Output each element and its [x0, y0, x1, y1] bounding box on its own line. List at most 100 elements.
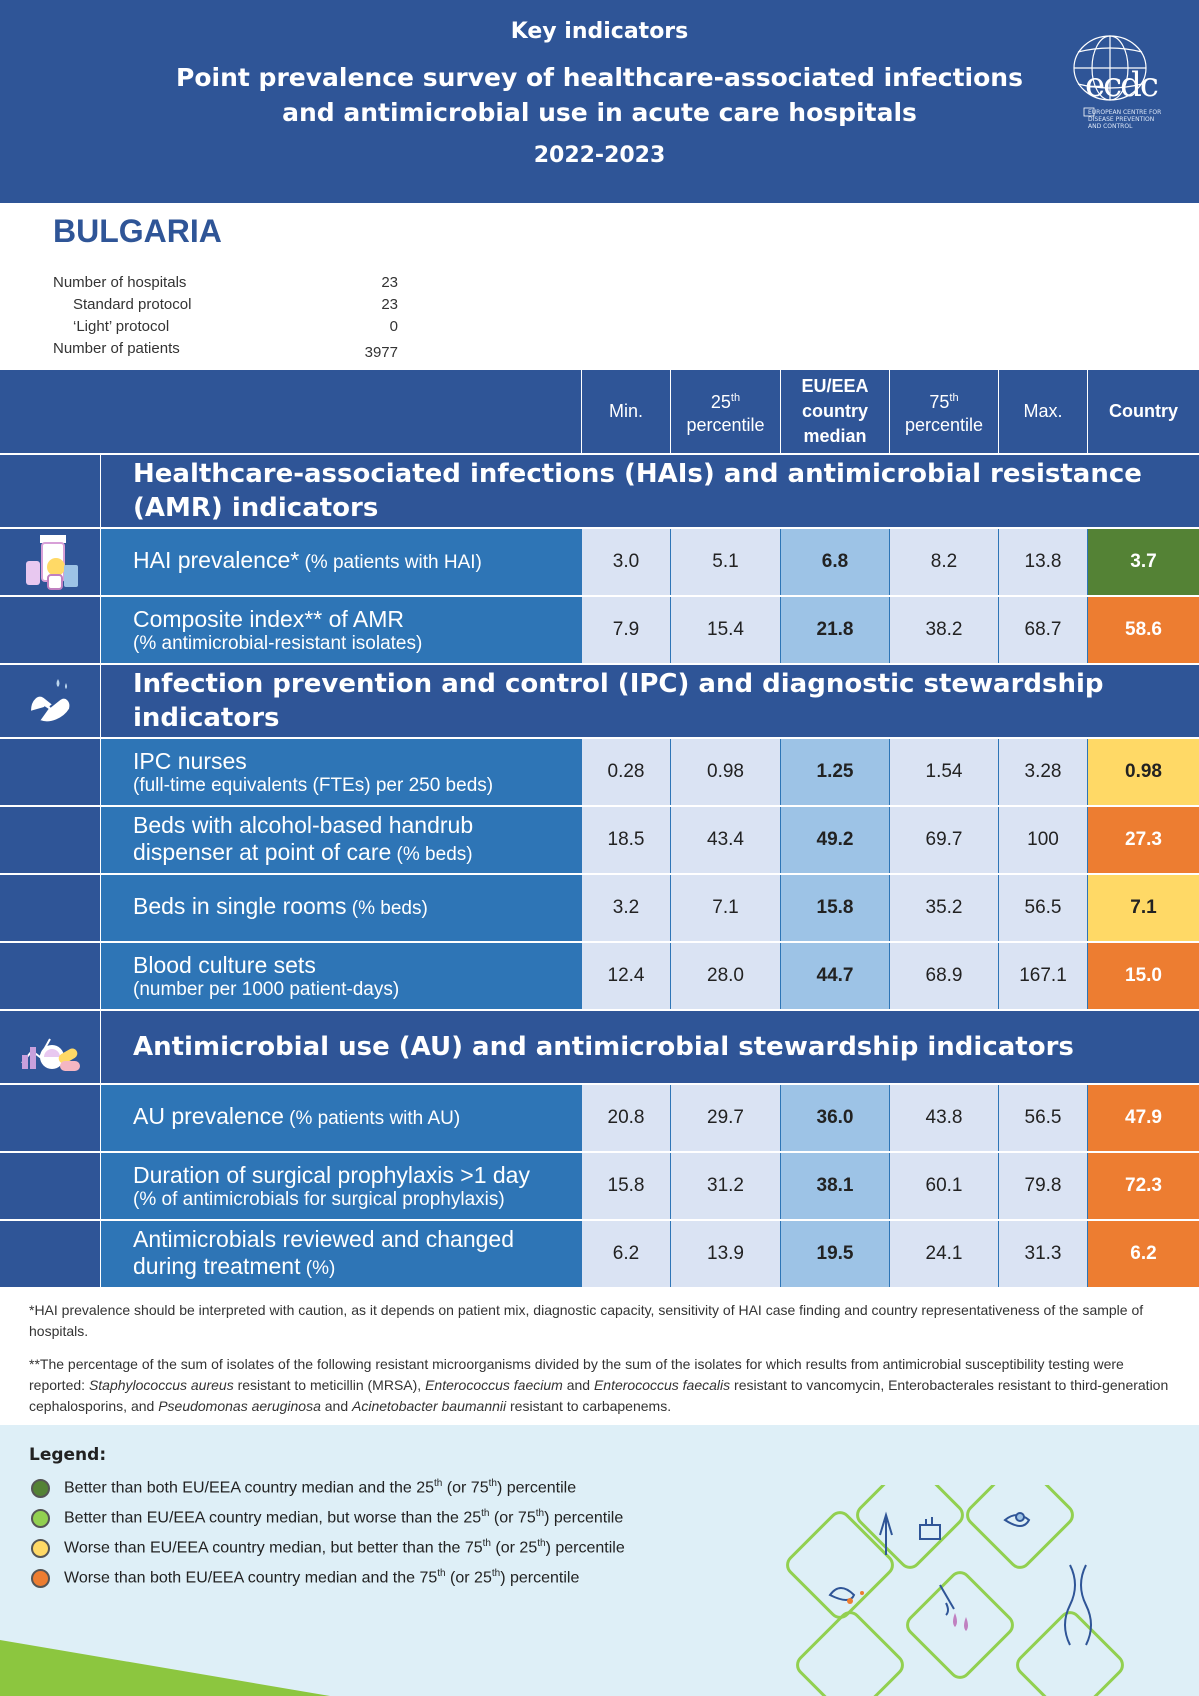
- legend-item: Worse than both EU/EEA country median an…: [31, 1568, 579, 1588]
- col-p75: 75th percentile: [890, 370, 998, 453]
- cell-min: 0.28: [582, 739, 670, 805]
- cell-min: 6.2: [582, 1221, 670, 1287]
- legend-dot-yellow: [31, 1538, 50, 1558]
- cell-country: 0.98: [1088, 739, 1199, 805]
- cell-country: 47.9: [1088, 1085, 1199, 1151]
- col-p25-num: 25: [710, 391, 731, 412]
- cell-p75: 43.8: [890, 1085, 998, 1151]
- cell-p25: 43.4: [671, 807, 780, 873]
- green-corner-decoration: [0, 1640, 330, 1696]
- cell-p25: 28.0: [671, 943, 780, 1009]
- section-au-title: Antimicrobial use (AU) and antimicrobial…: [133, 1032, 1074, 1062]
- cell-median: 49.2: [781, 807, 889, 873]
- section-ipc-title: Infection prevention and control (IPC) a…: [133, 669, 1104, 733]
- cell-country: 3.7: [1088, 529, 1199, 595]
- cell-country: 6.2: [1088, 1221, 1199, 1287]
- meta-hospitals: Number of hospitals 23: [53, 274, 398, 291]
- cell-min: 12.4: [582, 943, 670, 1009]
- cell-p25: 31.2: [671, 1153, 780, 1219]
- cell-country: 58.6: [1088, 597, 1199, 663]
- legend-dot-orange: [31, 1568, 50, 1588]
- cell-p25: 29.7: [671, 1085, 780, 1151]
- row-label-main: Blood culture sets: [133, 951, 316, 978]
- cell-median: 38.1: [781, 1153, 889, 1219]
- meta-patients-label: Number of patients: [53, 340, 180, 357]
- table-row: Beds with alcohol-based handrub dispenser…: [0, 807, 1199, 873]
- row-label-sub: (% patients with HAI): [299, 552, 482, 573]
- legend-dot-light-green: [31, 1508, 50, 1528]
- cell-median: 15.8: [781, 875, 889, 941]
- cell-max: 56.5: [999, 875, 1087, 941]
- footnote-hai: *HAI prevalence should be interpreted wi…: [29, 1302, 1144, 1339]
- cell-min: 20.8: [582, 1085, 670, 1151]
- table-row: Duration of surgical prophylaxis >1 day(…: [0, 1153, 1199, 1219]
- cell-max: 31.3: [999, 1221, 1087, 1287]
- cell-p75: 1.54: [890, 739, 998, 805]
- legend-item: Better than both EU/EEA country median a…: [31, 1478, 576, 1498]
- row-label-sub: (% of antimicrobials for surgical prophy…: [133, 1188, 505, 1210]
- cell-max: 3.28: [999, 739, 1087, 805]
- table-row: Beds in single rooms (% beds) 3.2 7.1 15.8…: [0, 875, 1199, 941]
- meta-standard: Standard protocol 23: [73, 296, 398, 313]
- section-au: Antimicrobial use (AU) and antimicrobial…: [0, 1011, 1199, 1083]
- cell-p25: 15.4: [671, 597, 780, 663]
- cell-median: 21.8: [781, 597, 889, 663]
- header-title-line2: and antimicrobial use in acute care hosp…: [282, 98, 917, 127]
- cell-p75: 35.2: [890, 875, 998, 941]
- table-row: Antimicrobials reviewed and changed durin…: [0, 1221, 1199, 1287]
- legend-item: Worse than EU/EEA country median, but be…: [31, 1538, 625, 1558]
- ecdc-logo-text: ecdc: [1085, 65, 1159, 105]
- col-median-l3: median: [803, 426, 867, 446]
- col-p25-word: percentile: [686, 414, 765, 435]
- cell-min: 15.8: [582, 1153, 670, 1219]
- cell-p25: 5.1: [671, 529, 780, 595]
- cell-p75: 60.1: [890, 1153, 998, 1219]
- row-label-sub: (%): [300, 1257, 336, 1279]
- row-label-sub: (% antimicrobial-resistant isolates): [133, 632, 423, 654]
- cell-max: 56.5: [999, 1085, 1087, 1151]
- row-label-main: Antimicrobials reviewed and changed: [133, 1225, 514, 1252]
- col-p75-sup: th: [949, 391, 959, 404]
- table-row: IPC nurses (full-time equivalents (FTEs) …: [0, 739, 1199, 805]
- meta-patients-value: 3977: [364, 344, 398, 361]
- cell-p75: 38.2: [890, 597, 998, 663]
- meta-standard-label: Standard protocol: [73, 296, 192, 313]
- cell-country: 7.1: [1088, 875, 1199, 941]
- legend-title: Legend:: [29, 1445, 107, 1465]
- row-label-main: AU prevalence: [133, 1103, 284, 1129]
- cell-p25: 13.9: [671, 1221, 780, 1287]
- cell-max: 13.8: [999, 529, 1087, 595]
- legend-item: Better than EU/EEA country median, but w…: [31, 1508, 623, 1528]
- col-median-l2: country: [801, 401, 868, 421]
- col-p75-num: 75: [929, 391, 950, 412]
- cell-max: 167.1: [999, 943, 1087, 1009]
- section-ipc: Infection prevention and control (IPC) a…: [0, 665, 1199, 737]
- cell-min: 7.9: [582, 597, 670, 663]
- page-header: Key indicators Point prevalence survey o…: [0, 0, 1199, 203]
- table-row: HAI prevalence* (% patients with HAI) 3.…: [0, 529, 1199, 595]
- col-country: Country: [1109, 401, 1178, 421]
- cell-p75: 24.1: [890, 1221, 998, 1287]
- row-label-main: HAI prevalence*: [133, 547, 300, 573]
- meta-hospitals-label: Number of hospitals: [53, 274, 187, 291]
- header-years: 2022-2023: [533, 143, 666, 168]
- row-label-sub: (number per 1000 patient-days): [133, 978, 400, 1000]
- row-label-sub: (% beds): [346, 898, 428, 919]
- col-p25-sup: th: [730, 391, 741, 404]
- cell-min: 18.5: [582, 807, 670, 873]
- col-median-l1: EU/EEA: [801, 376, 869, 396]
- medical-diamonds-illustration: [786, 1485, 1124, 1696]
- footnotes: *HAI prevalence should be interpreted wi…: [29, 1300, 1179, 1417]
- row-label-sub: (full-time equivalents (FTEs) per 250 be…: [133, 774, 494, 796]
- col-max: Max.: [1023, 401, 1063, 421]
- cell-country: 72.3: [1088, 1153, 1199, 1219]
- section-hai-amr: Healthcare-associated infections (HAIs) …: [0, 455, 1199, 527]
- cell-max: 100: [999, 807, 1087, 873]
- cell-p75: 8.2: [890, 529, 998, 595]
- meta-hospitals-value: 23: [381, 274, 398, 291]
- table-row: AU prevalence (% patients with AU) 20.8 2…: [0, 1085, 1199, 1151]
- header-kicker: Key indicators: [510, 19, 689, 44]
- footnote-amr: **The percentage of the sum of isolates …: [29, 1356, 1169, 1414]
- cell-country: 15.0: [1088, 943, 1199, 1009]
- meta-standard-value: 23: [381, 296, 398, 313]
